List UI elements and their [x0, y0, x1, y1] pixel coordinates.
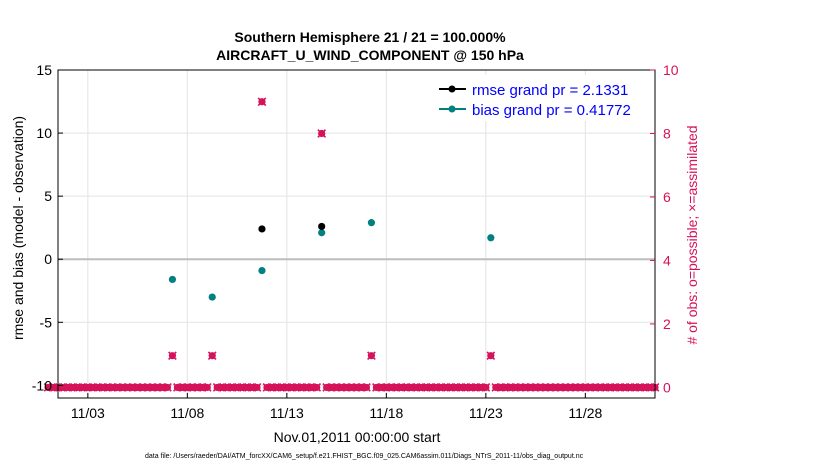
obs-zero-count-x	[252, 383, 262, 392]
obs-assimilated-point	[367, 351, 376, 361]
obs-zero-count-x	[163, 383, 172, 392]
data-file-footer: data file: /Users/raeder/DAI/ATM_forcXX/…	[145, 453, 584, 460]
legend: rmse grand pr = 2.1331 bias grand pr = 0…	[432, 75, 644, 121]
obs-assimilated-point	[207, 351, 217, 361]
bias-point	[258, 266, 266, 275]
obs-zero-count-x	[362, 383, 371, 392]
plot-frame	[57, 69, 656, 399]
bias-point	[367, 219, 376, 227]
legend-bias-label: bias grand pr = 0.41772	[472, 102, 631, 119]
obs-zero-count-x	[312, 383, 322, 392]
y2-tick-label: 10	[663, 62, 679, 78]
y-tick-label: 10	[36, 125, 52, 141]
x-axis-label: Nov.01,2011 00:00:00 start	[274, 429, 441, 445]
bias-point	[208, 293, 216, 301]
y-tick-label: -10	[32, 377, 52, 393]
obs-zero-count-x	[481, 383, 491, 392]
bias-point	[487, 234, 495, 242]
y2-tick-label: 8	[663, 125, 671, 141]
x-tick-label: 11/13	[270, 405, 304, 421]
axis-ticks: 11/03 11/08 11/13 11/18 11/23 11/28 15 10 5 0 -5 -1…	[32, 62, 679, 421]
x-tick-label: 11/08	[170, 405, 204, 421]
legend-bias-marker	[448, 105, 456, 113]
bias-point	[318, 229, 326, 237]
x-tick-label: 11/03	[71, 405, 105, 421]
y-axis-label: rmse and bias (model - observation)	[10, 116, 26, 340]
rmse-point	[318, 222, 326, 231]
x-tick-label: 11/18	[369, 405, 403, 421]
y-tick-label: 15	[36, 62, 52, 78]
obs-assimilated-point	[317, 129, 327, 138]
y-tick-label: 0	[44, 251, 52, 267]
y2-tick-label: 4	[663, 252, 671, 268]
chart-title: Southern Hemisphere 21 / 21 = 100.000%	[234, 29, 506, 45]
y2-tick-label: 0	[663, 379, 671, 395]
y-tick-label: -5	[40, 314, 53, 330]
y2-tick-label: 6	[663, 189, 671, 205]
legend-box	[432, 75, 644, 121]
data-marks	[43, 97, 660, 392]
obs-assimilated-point	[257, 97, 267, 107]
obs-assimilated-point	[486, 351, 496, 361]
x-tick-label: 11/28	[568, 405, 602, 421]
y-tick-label: 5	[44, 188, 52, 204]
rmse-point	[258, 225, 266, 233]
legend-rmse-label: rmse grand pr = 2.1331	[472, 82, 628, 99]
bias-point	[168, 275, 177, 284]
chart-subtitle: AIRCRAFT_U_WIND_COMPONENT @ 150 hPa	[216, 47, 524, 63]
x-tick-label: 11/23	[469, 405, 503, 421]
obs-zero-count-x	[202, 383, 212, 392]
legend-rmse-marker	[448, 85, 456, 93]
y2-tick-label: 2	[663, 316, 671, 332]
y2-axis-label: # of obs: o=possible; ×=assimilated	[684, 125, 700, 344]
obs-assimilated-point	[168, 351, 177, 361]
